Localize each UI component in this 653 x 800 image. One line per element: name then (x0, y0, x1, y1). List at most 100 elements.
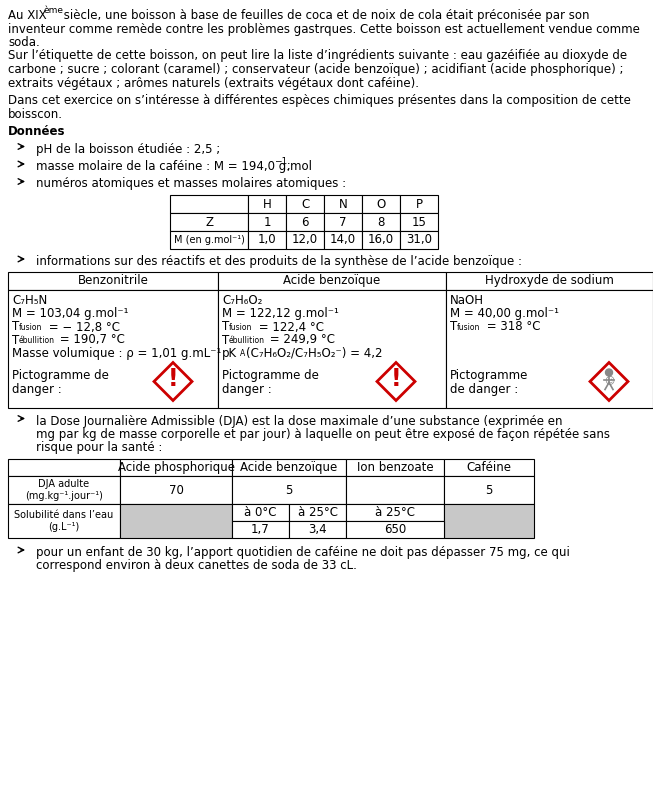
Text: soda.: soda. (8, 36, 40, 49)
Text: −1: −1 (274, 157, 287, 166)
Text: Acide benzoïque: Acide benzoïque (283, 274, 381, 287)
Text: 1,7: 1,7 (251, 523, 270, 536)
Bar (286, 231, 324, 249)
Text: à 25°C: à 25°C (298, 506, 338, 519)
Text: à 25°C: à 25°C (375, 506, 415, 519)
Polygon shape (154, 362, 192, 401)
Text: ébullition: ébullition (229, 336, 265, 345)
Text: ;: ; (283, 160, 291, 173)
Text: T: T (222, 321, 229, 334)
Bar (170, 231, 248, 249)
Text: Dans cet exercice on s’intéresse à différentes espèces chimiques présentes dans : Dans cet exercice on s’intéresse à diffé… (8, 94, 631, 107)
Bar (8, 271, 218, 290)
Bar (446, 290, 653, 407)
Text: :: : (56, 125, 64, 138)
Text: Pictogramme de: Pictogramme de (222, 370, 319, 382)
Text: masse molaire de la caféine : M = 194,0 g.mol: masse molaire de la caféine : M = 194,0 … (36, 160, 312, 173)
Text: fusion: fusion (19, 323, 42, 332)
Text: M = 40,00 g.mol⁻¹: M = 40,00 g.mol⁻¹ (450, 307, 559, 321)
Text: Z: Z (205, 215, 213, 229)
Bar (120, 504, 232, 538)
Text: 650: 650 (384, 523, 406, 536)
Text: pH de la boisson étudiée : 2,5 ;: pH de la boisson étudiée : 2,5 ; (36, 142, 220, 155)
Text: mg par kg de masse corporelle et par jour) à laquelle on peut être exposé de faç: mg par kg de masse corporelle et par jou… (36, 428, 610, 441)
Bar (218, 290, 446, 407)
Bar (248, 213, 286, 231)
Text: à 0°C: à 0°C (244, 506, 277, 519)
Text: N: N (339, 198, 347, 210)
Text: NaOH: NaOH (450, 294, 484, 307)
Text: = 318 °C: = 318 °C (483, 321, 541, 334)
Bar (324, 231, 362, 249)
Bar (8, 290, 218, 407)
Bar (346, 476, 444, 504)
Text: O: O (376, 198, 386, 210)
Bar (289, 504, 346, 521)
Text: informations sur des réactifs et des produits de la synthèse de l’acide benzoïqu: informations sur des réactifs et des pro… (36, 255, 522, 268)
Bar (444, 504, 534, 538)
Bar (170, 213, 248, 231)
Text: P: P (415, 198, 422, 210)
Text: Caféine: Caféine (466, 461, 511, 474)
Text: H: H (263, 198, 272, 210)
Polygon shape (377, 362, 415, 401)
Text: 5: 5 (485, 483, 492, 497)
Text: A: A (240, 349, 246, 358)
Bar (232, 504, 289, 521)
Text: 12,0: 12,0 (292, 234, 318, 246)
Text: M = 122,12 g.mol⁻¹: M = 122,12 g.mol⁻¹ (222, 307, 339, 321)
Text: carbone ; sucre ; colorant (caramel) ; conservateur (acide benzoïque) ; acidifia: carbone ; sucre ; colorant (caramel) ; c… (8, 63, 624, 76)
Text: siècle, une boisson à base de feuilles de coca et de noix de cola était préconis: siècle, une boisson à base de feuilles d… (60, 9, 590, 22)
Bar (248, 195, 286, 213)
Text: T: T (12, 334, 19, 346)
Bar (289, 521, 346, 538)
Text: M (en g.mol⁻¹): M (en g.mol⁻¹) (174, 235, 244, 245)
Bar (362, 213, 400, 231)
Text: pK: pK (222, 346, 237, 359)
Text: T: T (450, 321, 457, 334)
Text: inventeur comme remède contre les problèmes gastrques. Cette boisson est actuell: inventeur comme remède contre les problè… (8, 22, 640, 35)
Text: ☺: ☺ (604, 375, 614, 386)
Text: numéros atomiques et masses molaires atomiques :: numéros atomiques et masses molaires ato… (36, 178, 346, 190)
Text: fusion: fusion (229, 323, 252, 332)
Text: extraits végétaux ; arômes naturels (extraits végétaux dont caféine).: extraits végétaux ; arômes naturels (ext… (8, 77, 419, 90)
Bar (248, 231, 286, 249)
Text: Hydroxyde de sodium: Hydroxyde de sodium (485, 274, 614, 287)
Bar (8, 459, 120, 476)
Bar (362, 231, 400, 249)
Text: Acide benzoïque: Acide benzoïque (240, 461, 338, 474)
Text: Masse volumique : ρ = 1,01 g.mL⁻¹: Masse volumique : ρ = 1,01 g.mL⁻¹ (12, 346, 221, 359)
Text: danger :: danger : (12, 382, 62, 395)
Text: DJA adulte
(mg.kg⁻¹.jour⁻¹): DJA adulte (mg.kg⁻¹.jour⁻¹) (25, 479, 103, 501)
Bar (362, 195, 400, 213)
Bar (324, 213, 362, 231)
Text: (C₇H₆O₂/C₇H₅O₂⁻) = 4,2: (C₇H₆O₂/C₇H₅O₂⁻) = 4,2 (246, 346, 383, 359)
Bar (286, 195, 324, 213)
Bar (170, 195, 248, 213)
Text: M = 103,04 g.mol⁻¹: M = 103,04 g.mol⁻¹ (12, 307, 129, 321)
Bar (444, 459, 534, 476)
Bar (120, 459, 232, 476)
Text: Données: Données (8, 125, 65, 138)
Bar (232, 476, 346, 504)
Text: Au XIX: Au XIX (8, 9, 46, 22)
Text: danger :: danger : (222, 382, 272, 395)
Text: Benzonitrile: Benzonitrile (78, 274, 148, 287)
Text: 5: 5 (285, 483, 293, 497)
Bar (232, 521, 289, 538)
Text: 14,0: 14,0 (330, 234, 356, 246)
Bar (232, 459, 346, 476)
Text: risque pour la santé :: risque pour la santé : (36, 442, 163, 454)
Text: = 122,4 °C: = 122,4 °C (255, 321, 324, 334)
Bar (8, 476, 120, 504)
Bar (400, 195, 438, 213)
Text: de danger :: de danger : (450, 382, 518, 395)
Text: Solubilité dans l’eau
(g.L⁻¹): Solubilité dans l’eau (g.L⁻¹) (14, 510, 114, 532)
Polygon shape (590, 362, 628, 401)
Text: Pictogramme de: Pictogramme de (12, 370, 109, 382)
Text: 8: 8 (377, 215, 385, 229)
Text: 15: 15 (411, 215, 426, 229)
Text: = − 12,8 °C: = − 12,8 °C (45, 321, 120, 334)
Text: 1,0: 1,0 (258, 234, 276, 246)
Text: C: C (301, 198, 309, 210)
